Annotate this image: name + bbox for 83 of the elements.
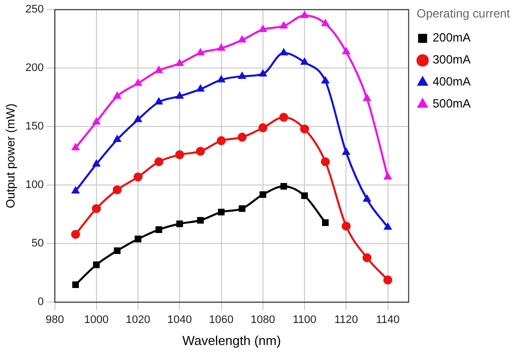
point <box>321 76 330 84</box>
point <box>258 69 267 76</box>
point <box>113 92 122 99</box>
y-tick-label: 200 <box>25 62 44 74</box>
x-tick-label: 1140 <box>376 314 400 326</box>
x-tick-label: 1000 <box>84 314 109 326</box>
point <box>196 84 204 92</box>
point <box>176 220 183 228</box>
point <box>134 78 142 86</box>
point <box>279 112 288 122</box>
point <box>384 222 392 230</box>
x-tick-label: 980 <box>46 314 64 326</box>
point <box>260 191 266 198</box>
point <box>218 208 225 216</box>
point <box>384 172 392 180</box>
point <box>363 194 371 202</box>
point <box>342 222 351 231</box>
y-tick-label: 0 <box>38 296 44 308</box>
point <box>72 281 79 288</box>
point <box>134 172 143 182</box>
point <box>112 185 122 194</box>
x-tick-label: 1040 <box>167 314 192 326</box>
point <box>280 183 288 190</box>
x-tick-label: 1080 <box>250 314 276 326</box>
legend-label: 500mA <box>432 96 471 111</box>
y-tick-label: 250 <box>25 4 44 16</box>
point <box>93 261 100 268</box>
point <box>300 124 310 134</box>
point <box>238 132 247 142</box>
point <box>196 146 205 156</box>
point <box>216 136 226 146</box>
x-tick-label: 1020 <box>126 314 150 326</box>
point <box>71 230 80 239</box>
point <box>72 143 80 150</box>
point <box>114 247 121 254</box>
y-axis-title: Output power (mW) <box>4 104 18 208</box>
legend-label: 400mA <box>432 74 471 89</box>
point <box>154 98 163 105</box>
point <box>280 48 288 56</box>
point <box>322 219 329 226</box>
point <box>217 44 226 51</box>
legend-title: Operating current <box>416 6 511 20</box>
point <box>217 75 226 82</box>
point <box>154 157 164 166</box>
point <box>280 21 288 28</box>
y-tick-label: 100 <box>25 179 44 192</box>
point <box>258 123 268 132</box>
point <box>363 94 371 102</box>
x-tick-label: 1100 <box>292 314 316 326</box>
point <box>258 24 267 32</box>
point <box>362 253 372 262</box>
point <box>175 150 184 160</box>
point <box>113 135 122 142</box>
point <box>300 58 309 65</box>
legend-label: 200mA <box>432 30 471 45</box>
point <box>176 58 184 66</box>
x-axis-title: Wavelength (nm) <box>182 332 281 348</box>
point <box>342 148 350 155</box>
point <box>92 117 100 124</box>
point <box>238 72 246 79</box>
point <box>301 192 308 200</box>
legend-label: 300mA <box>432 52 471 67</box>
point <box>92 160 100 167</box>
point <box>342 47 350 54</box>
point <box>197 216 204 224</box>
point <box>383 275 392 284</box>
point <box>238 36 246 43</box>
point <box>176 92 184 99</box>
point <box>238 205 246 212</box>
point <box>72 186 80 194</box>
point <box>134 236 142 242</box>
x-tick-label: 1120 <box>334 314 358 326</box>
point <box>156 226 162 233</box>
y-tick-label: 150 <box>25 120 44 133</box>
point <box>134 115 142 122</box>
point <box>92 204 101 214</box>
x-tick-label: 1060 <box>209 314 234 326</box>
y-tick-label: 50 <box>32 238 44 250</box>
point <box>196 48 204 56</box>
point <box>320 157 330 166</box>
point <box>321 19 330 26</box>
point <box>300 10 309 18</box>
point <box>154 66 163 73</box>
